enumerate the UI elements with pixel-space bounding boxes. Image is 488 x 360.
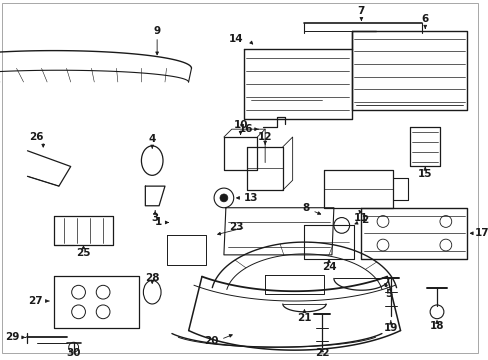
Text: 14: 14 (228, 34, 243, 44)
Text: 20: 20 (203, 336, 218, 346)
Text: 10: 10 (233, 120, 247, 130)
Text: 24: 24 (321, 262, 336, 272)
Text: 13: 13 (243, 193, 258, 203)
Text: 30: 30 (66, 348, 81, 358)
Text: 18: 18 (429, 320, 444, 330)
Text: 16: 16 (238, 124, 253, 134)
Text: 2: 2 (361, 215, 368, 225)
Text: 1: 1 (155, 217, 162, 228)
Text: 21: 21 (297, 313, 311, 323)
Text: 7: 7 (357, 6, 365, 16)
Text: 15: 15 (417, 169, 431, 179)
Text: 5: 5 (385, 289, 392, 299)
Text: 9: 9 (153, 26, 161, 36)
Text: 12: 12 (257, 132, 272, 142)
Text: 6: 6 (421, 14, 428, 24)
Text: 25: 25 (76, 248, 91, 258)
Text: 26: 26 (29, 132, 44, 142)
Text: 27: 27 (28, 296, 43, 306)
Text: 22: 22 (314, 348, 329, 358)
Text: 29: 29 (5, 332, 20, 342)
Text: 3: 3 (151, 212, 159, 222)
Text: 8: 8 (302, 203, 309, 213)
Text: 19: 19 (383, 323, 397, 333)
Text: 28: 28 (144, 274, 159, 283)
Circle shape (220, 194, 227, 202)
Text: 11: 11 (353, 212, 368, 222)
Text: 4: 4 (148, 134, 156, 144)
Text: 17: 17 (473, 228, 488, 238)
Text: 23: 23 (228, 222, 243, 232)
